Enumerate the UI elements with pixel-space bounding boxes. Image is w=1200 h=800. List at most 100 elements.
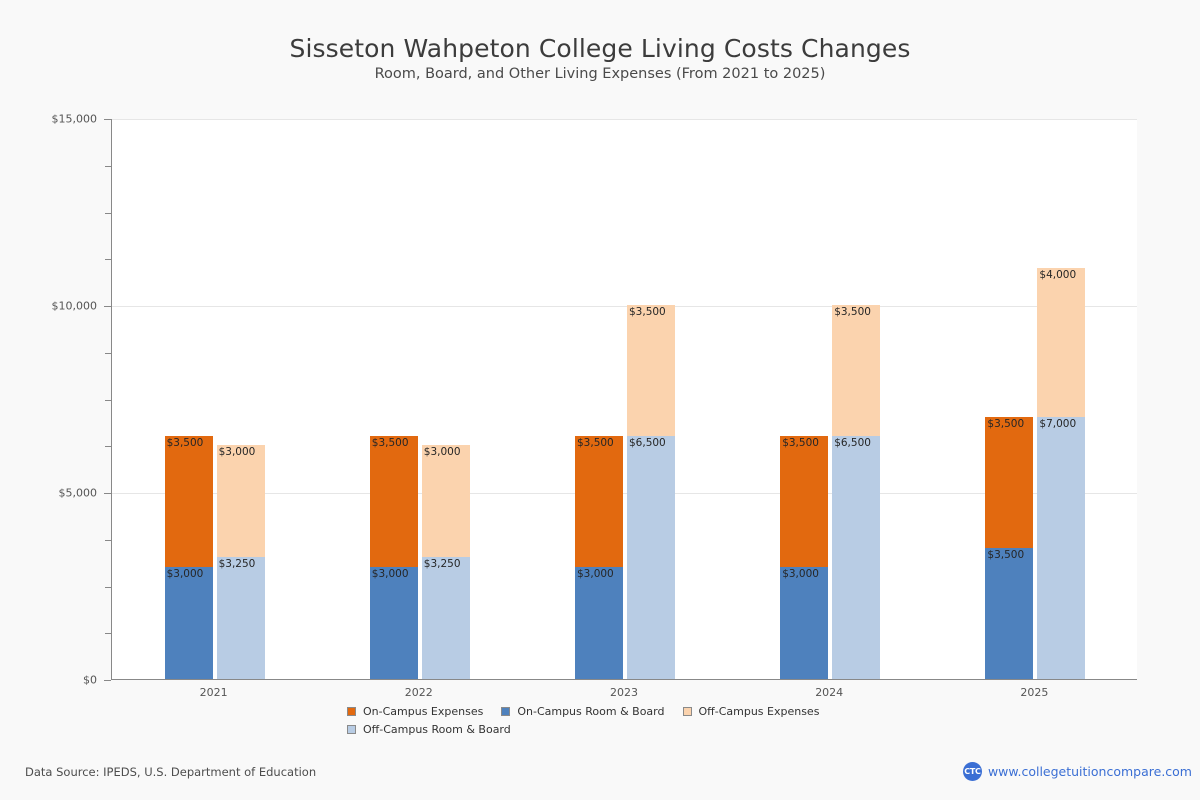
data-source-note: Data Source: IPEDS, U.S. Department of E… xyxy=(25,765,317,779)
brand-footer[interactable]: CTC www.collegetuitioncompare.com xyxy=(962,762,1192,781)
y-axis-tick-major xyxy=(104,493,111,494)
bar-segment[interactable]: $4,000 xyxy=(1037,267,1086,418)
x-axis-label: 2024 xyxy=(815,686,844,699)
x-axis-label: 2025 xyxy=(1020,686,1049,699)
on-campus-2025-bar[interactable]: $3,500 $3,500 xyxy=(985,417,1034,679)
gridline xyxy=(112,493,1137,494)
legend-swatch-icon xyxy=(347,706,356,716)
on-campus-2022-bar[interactable]: $3,500 $3,000 xyxy=(369,435,418,679)
legend-swatch-icon xyxy=(347,724,356,734)
x-axis-label: 2023 xyxy=(610,686,638,699)
on-campus-2024-bar[interactable]: $3,500 $3,000 xyxy=(780,435,829,679)
bar-value-label: $4,000 xyxy=(1039,268,1077,281)
bar-segment[interactable]: $6,500 xyxy=(832,435,881,679)
legend-label: On-Campus Room & Board xyxy=(517,704,665,718)
bar-value-label: $3,250 xyxy=(423,558,461,571)
y-axis-tick-minor xyxy=(105,399,111,401)
bar-value-label: $3,000 xyxy=(577,567,614,580)
bar-value-label: $3,000 xyxy=(423,446,461,459)
bar-segment[interactable]: $3,500 xyxy=(780,435,829,567)
on-campus-2021-bar[interactable]: $3,500 $3,000 xyxy=(164,435,213,679)
off-campus-2023-bar[interactable]: $3,500 $6,500 xyxy=(627,305,675,679)
legend-swatch-icon xyxy=(682,706,692,716)
plot-area: $3,500 $3,000 $3,000 $3,250 $3,500 $3,000 $3,0… xyxy=(111,119,1137,680)
bar-value-label: $3,000 xyxy=(166,567,204,580)
off-campus-2021-bar[interactable]: $3,000 $3,250 xyxy=(216,445,265,679)
off-campus-2025-bar[interactable]: $4,000 $7,000 xyxy=(1037,267,1086,679)
bar-group: $3,500 $3,500 $4,000 $7,000 xyxy=(112,118,1138,679)
legend-item[interactable]: On-Campus Room & Board xyxy=(501,702,665,720)
bar-segment[interactable]: $3,000 xyxy=(421,445,470,558)
chart-title: Sisseton Wahpeton College Living Costs C… xyxy=(289,34,911,63)
bar-value-label: $7,000 xyxy=(1039,418,1077,431)
on-campus-2023-bar[interactable]: $3,500 $3,000 xyxy=(575,435,623,679)
y-axis-tick-minor xyxy=(105,586,111,588)
bar-segment[interactable]: $3,500 xyxy=(985,417,1034,549)
legend-item[interactable]: Off-Campus Expenses xyxy=(682,702,820,720)
brand-url-link[interactable]: www.collegetuitioncompare.com xyxy=(987,764,1192,779)
bar-value-label: $3,500 xyxy=(577,436,614,449)
legend-label: On-Campus Expenses xyxy=(363,704,484,718)
off-campus-2024-bar[interactable]: $3,500 $6,500 xyxy=(832,305,881,679)
bar-segment[interactable]: $3,500 xyxy=(164,435,213,567)
bar-segment[interactable]: $3,250 xyxy=(421,557,470,679)
y-axis-tick-minor xyxy=(105,259,111,261)
bar-segment[interactable]: $3,000 xyxy=(164,566,213,679)
y-axis-label: $5,000 xyxy=(58,486,98,500)
bar-segment[interactable]: $6,500 xyxy=(627,435,675,679)
bar-value-label: $6,500 xyxy=(834,436,871,449)
legend-label: Off-Campus Expenses xyxy=(698,704,820,718)
bar-value-label: $3,500 xyxy=(987,418,1025,431)
y-axis-tick-minor xyxy=(105,352,111,354)
legend-item[interactable]: Off-Campus Room & Board xyxy=(347,720,511,738)
gridline xyxy=(112,119,1137,120)
bar-value-label: $3,500 xyxy=(371,436,409,449)
bar-value-label: $3,000 xyxy=(782,567,819,580)
y-axis-tick-major xyxy=(104,119,111,120)
y-axis-tick-major xyxy=(104,680,111,681)
bar-value-label: $6,500 xyxy=(629,436,666,449)
y-axis-tick-minor xyxy=(105,165,111,167)
bar-segment[interactable]: $3,500 xyxy=(575,435,623,567)
legend-item[interactable]: On-Campus Expenses xyxy=(347,702,483,720)
bar-value-label: $3,500 xyxy=(166,436,204,449)
bar-segment[interactable]: $3,000 xyxy=(575,566,623,679)
bar-group: $3,500 $3,000 $3,000 $3,250 xyxy=(112,118,1138,679)
bar-segment[interactable]: $3,500 xyxy=(369,435,418,567)
y-axis-tick-minor xyxy=(105,633,111,635)
bar-value-label: $3,500 xyxy=(834,306,871,319)
y-axis-label: $10,000 xyxy=(51,299,98,313)
gridline xyxy=(112,306,1137,307)
bar-segment[interactable]: $3,500 xyxy=(985,548,1034,679)
legend-swatch-icon xyxy=(501,706,511,716)
chart-legend: On-Campus Expenses On-Campus Room & Board… xyxy=(347,702,867,738)
y-axis-tick-minor xyxy=(105,446,111,448)
bar-group: $3,500 $3,000 $3,500 $6,500 xyxy=(112,118,1138,679)
y-axis-tick-major xyxy=(104,306,111,307)
y-axis-label: $15,000 xyxy=(51,112,98,126)
bar-value-label: $3,250 xyxy=(218,558,256,571)
bar-value-label: $3,000 xyxy=(371,567,409,580)
bar-segment[interactable]: $3,000 xyxy=(216,445,265,558)
x-axis-label: 2021 xyxy=(199,686,228,699)
bar-segment[interactable]: $3,500 xyxy=(832,305,881,436)
x-axis-label: 2022 xyxy=(404,686,433,699)
y-axis-tick-minor xyxy=(105,212,111,214)
bar-value-label: $3,500 xyxy=(629,306,666,319)
y-axis-tick-minor xyxy=(105,539,111,541)
bar-segment[interactable]: $3,000 xyxy=(780,566,829,679)
ctc-logo-icon: CTC xyxy=(962,762,982,781)
bar-group: $3,500 $3,000 $3,000 $3,250 xyxy=(112,118,1138,679)
off-campus-2022-bar[interactable]: $3,000 $3,250 xyxy=(421,445,470,679)
bar-value-label: $3,000 xyxy=(218,446,256,459)
legend-label: Off-Campus Room & Board xyxy=(363,722,511,736)
bar-segment[interactable]: $7,000 xyxy=(1037,417,1086,679)
bar-segment[interactable]: $3,500 xyxy=(627,305,675,436)
chart-subtitle: Room, Board, and Other Living Expenses (… xyxy=(374,66,826,82)
bar-value-label: $3,500 xyxy=(782,436,819,449)
bar-group: $3,500 $3,000 $3,500 $6,500 xyxy=(112,118,1138,679)
bar-segment[interactable]: $3,000 xyxy=(369,566,418,679)
bar-segment[interactable]: $3,250 xyxy=(216,557,265,679)
bar-value-label: $3,500 xyxy=(987,549,1025,562)
